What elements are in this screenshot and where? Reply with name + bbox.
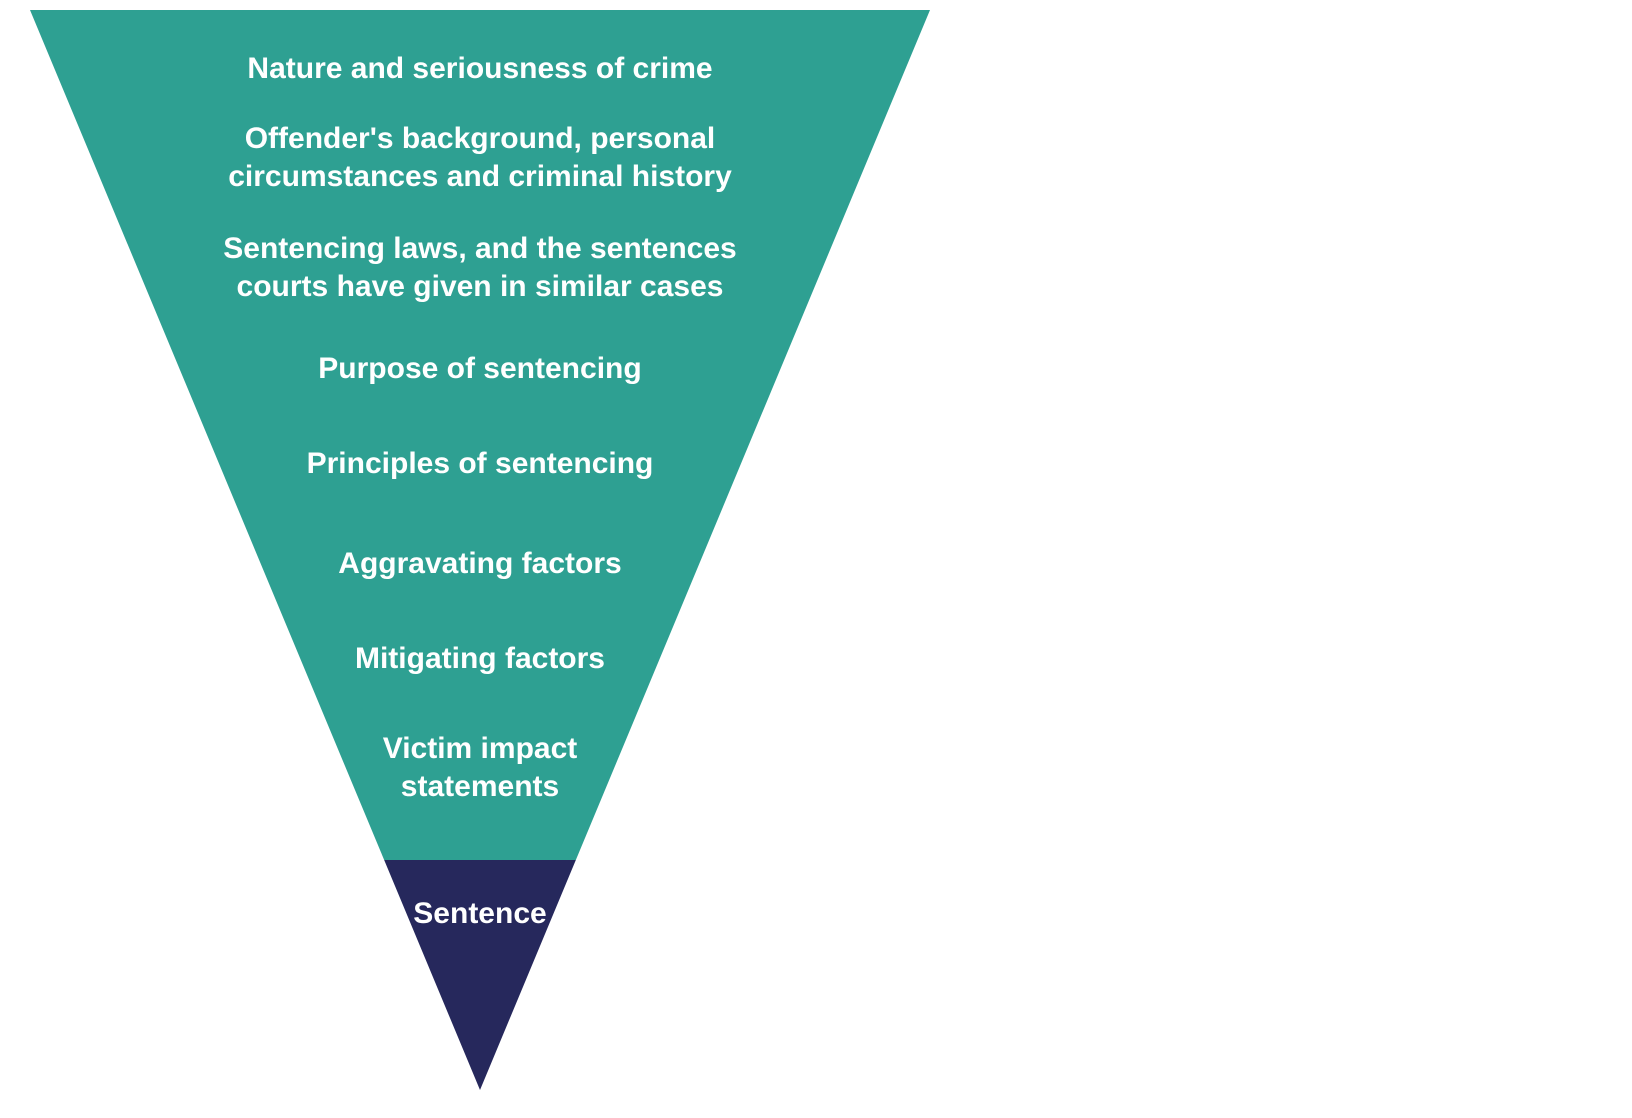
funnel-label-3: Purpose of sentencing <box>30 350 930 388</box>
funnel-label-0: Nature and seriousness of crime <box>30 50 930 88</box>
funnel-label-4: Principles of sentencing <box>30 445 930 483</box>
funnel-label-1: Offender's background, personalcircumsta… <box>30 120 930 195</box>
funnel-label-5: Aggravating factors <box>30 545 930 583</box>
funnel-label-2: Sentencing laws, and the sentencescourts… <box>30 230 930 305</box>
funnel-label-output: Sentence <box>30 895 930 933</box>
funnel-label-7: Victim impactstatements <box>30 730 930 805</box>
funnel-diagram: Nature and seriousness of crime Offender'… <box>30 0 930 1100</box>
funnel-label-6: Mitigating factors <box>30 640 930 678</box>
